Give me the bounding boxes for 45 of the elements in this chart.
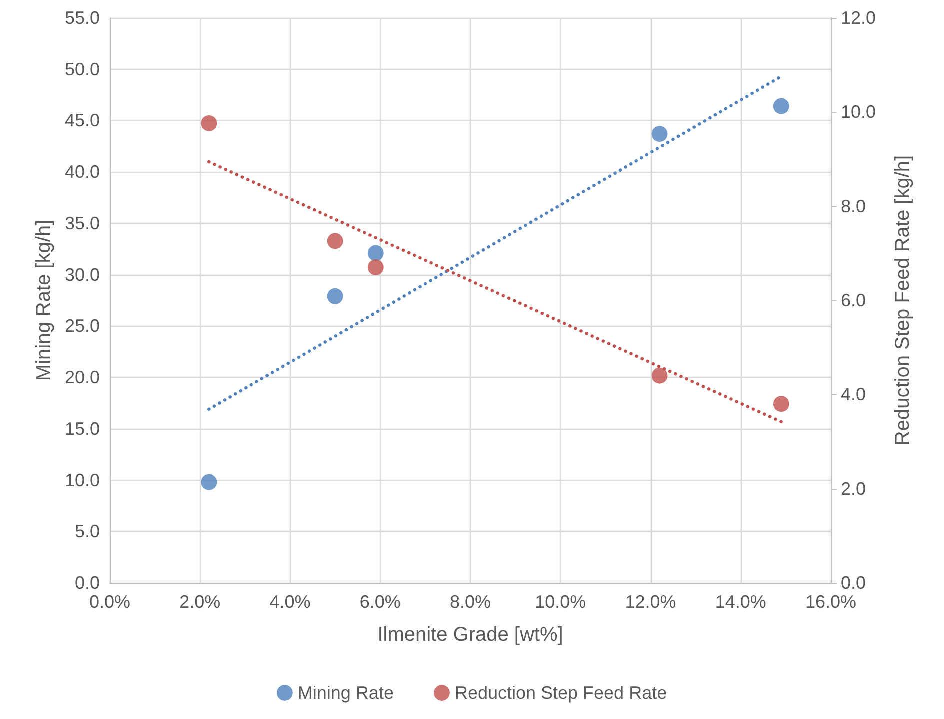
y2-tick-label: 6.0	[841, 290, 866, 310]
point	[201, 115, 218, 132]
y-tick-label: 0.0	[74, 573, 100, 593]
x-tick-label: 6.0%	[360, 592, 401, 612]
x-tick-label: 0.0%	[89, 592, 131, 612]
point	[652, 368, 668, 384]
x-tick-label: 2.0%	[180, 592, 221, 612]
x-tick-label: 16.0%	[805, 592, 857, 612]
y-axis-title: Mining Rate [kg/h]	[33, 220, 56, 382]
x-tick-label: 12.0%	[625, 592, 676, 612]
y2-tick-label: 0.0	[841, 573, 866, 593]
point	[773, 98, 790, 114]
point	[368, 260, 384, 276]
line-series	[208, 160, 784, 424]
point	[201, 474, 218, 490]
y-tick-label: 35.0	[64, 213, 100, 234]
y-tick-label: 45.0	[64, 110, 100, 131]
legend-label: Mining Rate	[298, 683, 394, 703]
point	[327, 233, 344, 250]
x-tick-label: 14.0%	[715, 592, 766, 612]
y2-axis-title: Reduction Step Feed Rate [kg/h]	[892, 155, 914, 446]
y2-tick-label: 8.0	[841, 196, 866, 216]
line-series	[208, 74, 784, 411]
x-axis-title: Ilmenite Grade [wt%]	[378, 624, 564, 646]
point	[368, 245, 384, 262]
x-tick-label: 10.0%	[535, 592, 586, 612]
x-tick-label: 8.0%	[450, 592, 492, 612]
y-tick-label: 10.0	[64, 470, 100, 490]
y-tick-label: 25.0	[64, 316, 100, 336]
x-tick-label: 4.0%	[270, 592, 311, 612]
y-tick-label: 40.0	[64, 162, 100, 182]
point	[652, 126, 668, 142]
y-tick-label: 30.0	[64, 264, 100, 285]
legend-label: Reduction Step Feed Rate	[454, 683, 668, 703]
point	[327, 288, 344, 304]
y-tick-label: 20.0	[64, 368, 100, 388]
y-tick-label: 5.0	[74, 522, 100, 542]
y2-tick-label: 4.0	[841, 384, 866, 405]
y-tick-label: 55.0	[64, 8, 100, 28]
y2-tick-label: 10.0	[841, 102, 876, 122]
y-tick-label: 15.0	[64, 418, 100, 439]
y2-tick-label: 2.0	[841, 478, 866, 499]
point	[773, 396, 790, 412]
y-tick-label: 50.0	[64, 59, 100, 80]
y2-tick-label: 12.0	[841, 8, 876, 28]
